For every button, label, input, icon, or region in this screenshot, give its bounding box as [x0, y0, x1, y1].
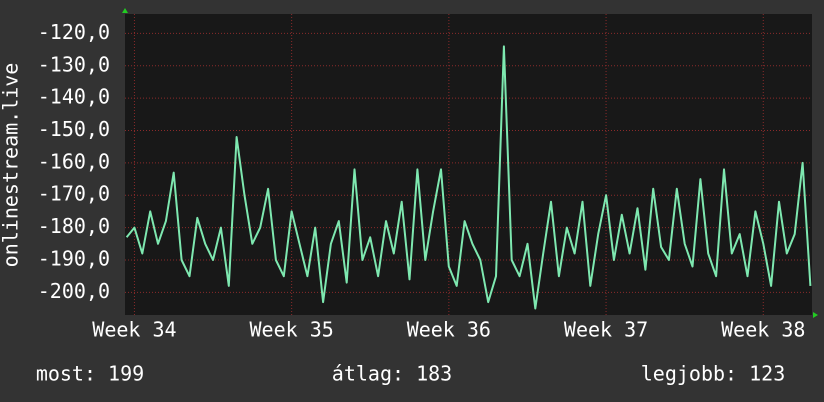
- y-tick-label: -150,0: [38, 117, 110, 141]
- plot-area: [125, 14, 812, 315]
- x-tick-label: Week 34: [92, 318, 176, 342]
- data-line: [125, 45, 812, 310]
- lines: [125, 45, 812, 310]
- footer-current: most: 199: [36, 362, 144, 386]
- footer-best: legjobb: 123: [641, 362, 786, 386]
- footer-average: átlag: 183: [332, 362, 452, 386]
- y-tick-label: -200,0: [38, 279, 110, 303]
- axis-arrow: [813, 312, 818, 318]
- x-tick-label: Week 35: [249, 318, 333, 342]
- y-tick-label: -140,0: [38, 85, 110, 109]
- axis-arrow: [122, 8, 128, 13]
- y-tick-label: -130,0: [38, 52, 110, 76]
- y-tick-label: -190,0: [38, 246, 110, 270]
- x-tick-label: Week 38: [721, 318, 805, 342]
- x-tick-label: Week 36: [407, 318, 491, 342]
- x-tick-label: Week 37: [564, 318, 648, 342]
- y-tick-label: -180,0: [38, 214, 110, 238]
- y-tick-label: -120,0: [38, 20, 110, 44]
- y-tick-label: -170,0: [38, 182, 110, 206]
- y-tick-label: -160,0: [38, 149, 110, 173]
- y-axis-label: onlinestream.live: [0, 63, 23, 268]
